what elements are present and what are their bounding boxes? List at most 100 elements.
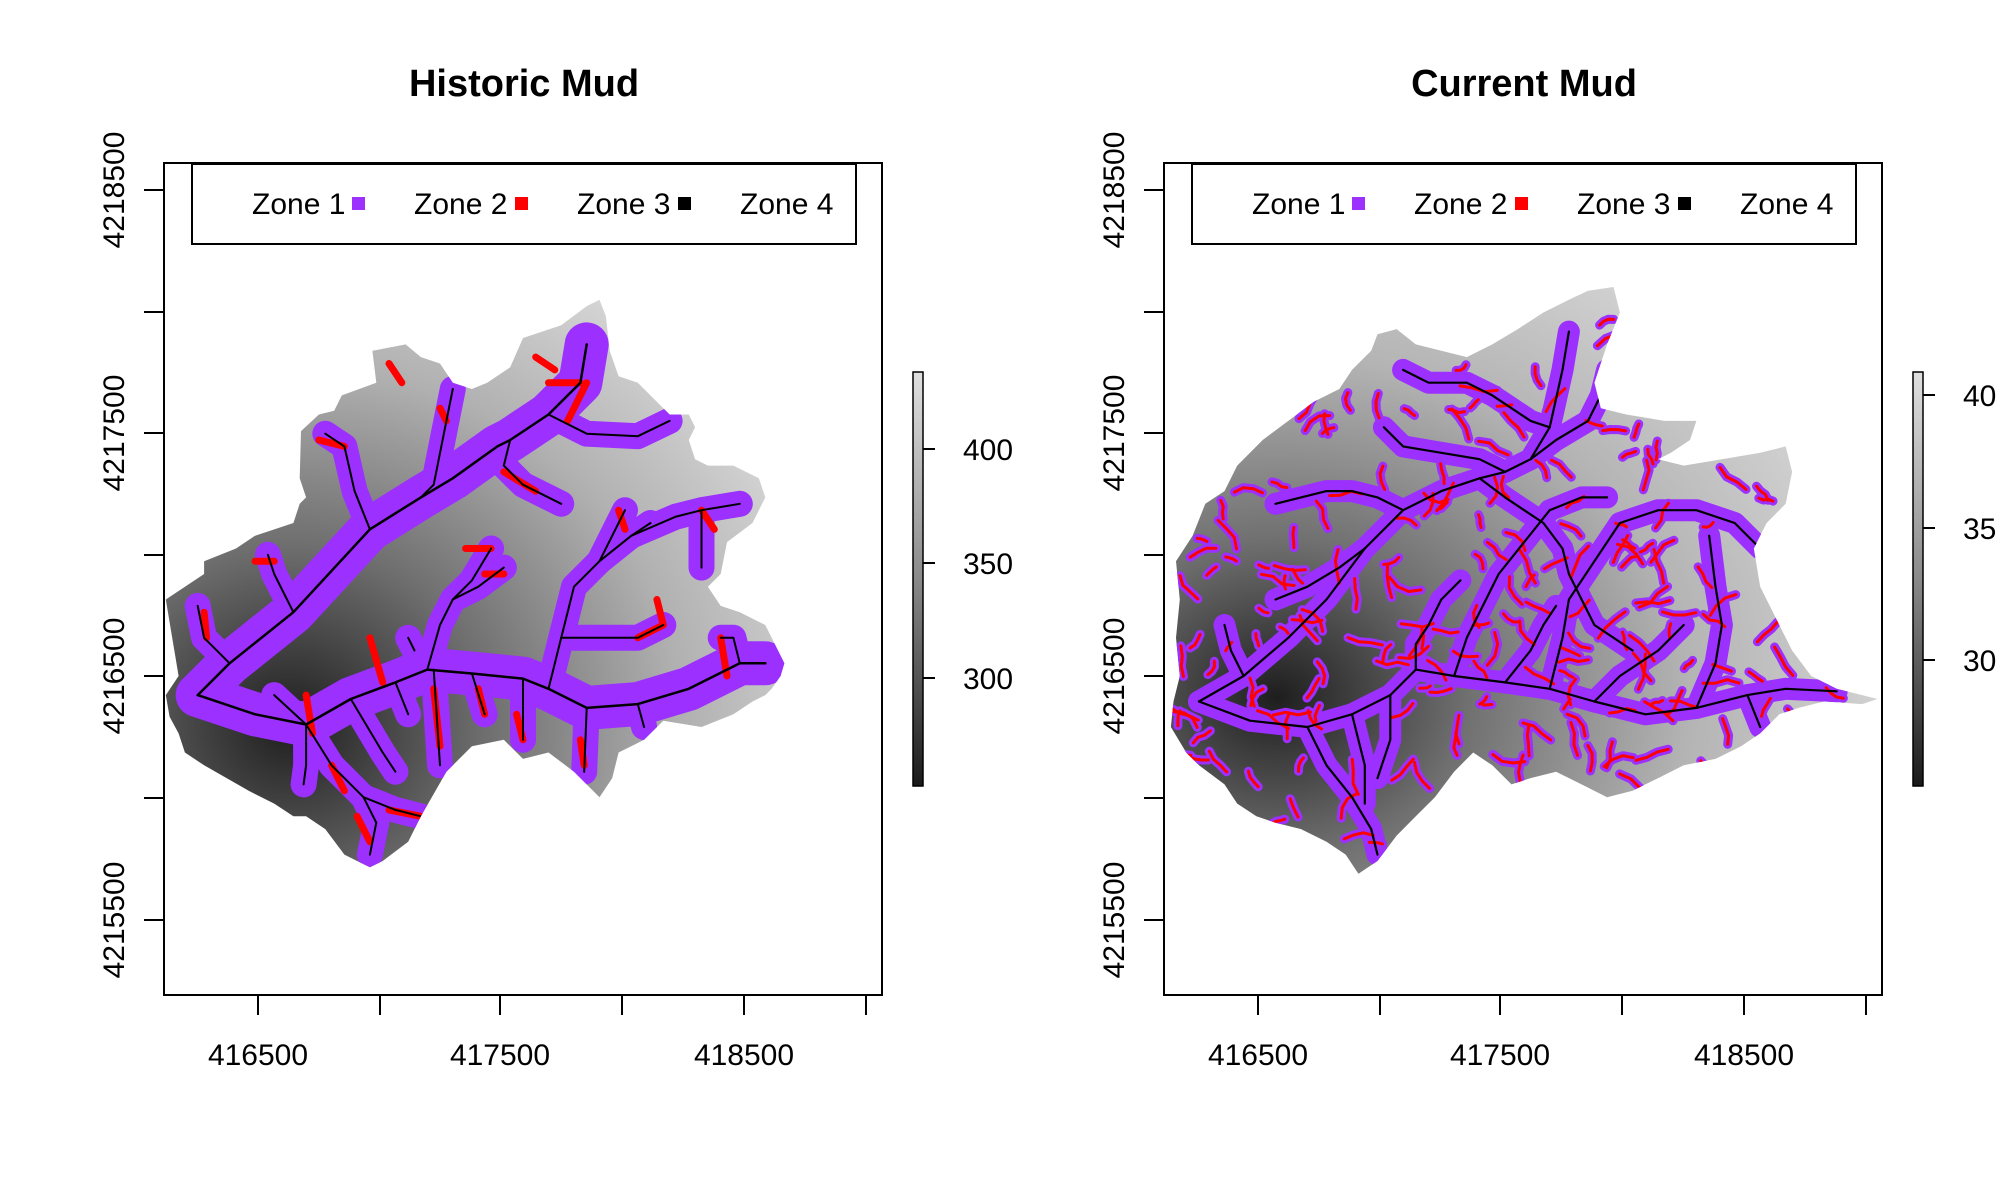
zone-3-stream <box>1478 695 1489 706</box>
zone-3-stream <box>1696 565 1714 590</box>
zone-3-stream <box>1346 636 1384 647</box>
panel-current: Current Mud <box>1163 63 1883 996</box>
zone-3-stream <box>1257 606 1270 615</box>
zone-3-stream <box>1188 546 1218 559</box>
zone-3-stream <box>1207 749 1229 774</box>
watershed-map-current <box>1170 287 1878 874</box>
zone-4-stream <box>432 668 441 767</box>
zone-2-area <box>1366 684 1402 790</box>
zone-3-stream <box>1270 480 1289 489</box>
legend-swatch-zone-2 <box>1352 197 1365 210</box>
zone-3-stream <box>1620 554 1639 569</box>
zone-3-stream <box>1559 646 1582 658</box>
zone-3-stream <box>1760 696 1772 718</box>
legend-label-zone-1: Zone 1 <box>252 188 345 221</box>
legend-label-zone-4: Zone 4 <box>1740 188 1833 221</box>
zone-2-area <box>1696 756 1726 786</box>
zone-4-stream <box>394 681 410 716</box>
zone-3-stream <box>1472 659 1489 680</box>
zone-3-stream <box>1567 631 1592 650</box>
zone-4-stream <box>1402 368 1551 429</box>
zone-layers <box>175 322 785 868</box>
zone-3-stream <box>1523 665 1556 686</box>
y-tick-label: 4216500 <box>1098 618 1131 735</box>
zone-3-stream <box>1620 449 1638 459</box>
zone-3-stream <box>1721 717 1731 746</box>
panel-title: Historic Mud <box>409 63 639 105</box>
zone-3-stream <box>1708 593 1738 617</box>
legend-swatch-zone-2 <box>352 197 365 210</box>
zone-3-stream <box>1314 499 1330 531</box>
zone-3-stream <box>1601 428 1628 433</box>
colorbar-tick-label: 400 <box>963 434 1013 467</box>
zone-3-stream <box>366 634 387 686</box>
zone-3-stream <box>315 436 348 450</box>
zone-3-stream <box>1439 462 1446 485</box>
legend-swatch-zone-4 <box>678 197 691 210</box>
zone-3-stream <box>1170 706 1200 722</box>
zone-3-stream <box>1375 659 1410 667</box>
zone-4-stream <box>470 672 486 716</box>
zone-3-stream <box>1271 710 1312 717</box>
zone-3-stream <box>1216 518 1239 551</box>
zone-3-stream <box>1634 599 1672 606</box>
zone-3-stream <box>1605 740 1614 770</box>
colorbar-tick-label: 40 <box>1963 380 1996 413</box>
zone-3-stream <box>1533 365 1543 388</box>
zone-4-stream <box>1350 713 1366 805</box>
zone-3-stream <box>1543 556 1569 571</box>
zone-3-stream <box>1300 608 1325 633</box>
zone-4-stream <box>630 522 652 537</box>
zone-3-stream <box>1518 619 1536 646</box>
zone-3-stream <box>1191 729 1212 745</box>
x-tick-label: 416500 <box>1208 1039 1308 1072</box>
zone-4-stream <box>1306 725 1379 856</box>
zone-3-stream <box>1569 720 1580 757</box>
zone-3-stream <box>1638 541 1655 554</box>
zone-3-stream <box>1669 699 1700 710</box>
axes-historic: 416500 417500 418500 4215500 4216500 4217500 4… <box>98 132 1013 1072</box>
zone-3-stream <box>1596 610 1627 640</box>
zone-3-stream <box>1450 407 1471 441</box>
zone-3-stream <box>1272 564 1307 572</box>
zone-3-stream <box>1649 538 1676 564</box>
zone-3-stream <box>1259 572 1296 587</box>
zone-4-stream <box>1414 579 1462 671</box>
zone-3-stream <box>1634 747 1670 762</box>
zone-3-stream <box>1682 658 1695 671</box>
zone-4-stream <box>419 388 454 499</box>
zone-3-stream <box>1650 699 1664 706</box>
zone-3-stream <box>1303 414 1332 433</box>
zone-3-stream <box>1342 831 1375 841</box>
zone-3-stream <box>1544 387 1567 413</box>
zone-3-stream <box>1374 392 1381 420</box>
x-tick-label: 417500 <box>450 1039 550 1072</box>
zone-3-stream <box>1641 458 1651 492</box>
zone-3-stream <box>1387 575 1423 593</box>
zone-3-stream <box>1632 422 1641 439</box>
zone-4-stream <box>1548 509 1762 690</box>
zone-3-stream <box>1418 684 1432 690</box>
zone-4-stream <box>349 698 397 773</box>
zone-3-stream <box>328 761 348 795</box>
zone-3-stream <box>1468 398 1480 410</box>
zone-3-stream <box>1559 522 1583 538</box>
zone-3-stream <box>1486 540 1508 562</box>
zone-3-stream <box>1524 600 1552 615</box>
zone-4-stream <box>362 796 422 818</box>
zone-3-stream <box>1495 403 1514 408</box>
zone-3-stream <box>1661 610 1698 617</box>
zone-4-stream <box>547 502 741 690</box>
x-tick-label: 418500 <box>694 1039 794 1072</box>
zone-3-stream <box>1501 612 1521 624</box>
zone-4-stream <box>1453 496 1609 678</box>
zone-3-stream <box>1353 577 1359 611</box>
zone-4-stream <box>1274 490 1405 512</box>
zone-3-stream <box>1598 317 1616 327</box>
zone-3-stream <box>1447 408 1466 415</box>
zone-3-stream <box>1344 391 1352 412</box>
zone-3-stream <box>1367 840 1384 846</box>
zone-3-stream <box>1755 620 1779 644</box>
zone-3-stream <box>1385 564 1394 600</box>
zone-4-stream <box>719 636 741 665</box>
